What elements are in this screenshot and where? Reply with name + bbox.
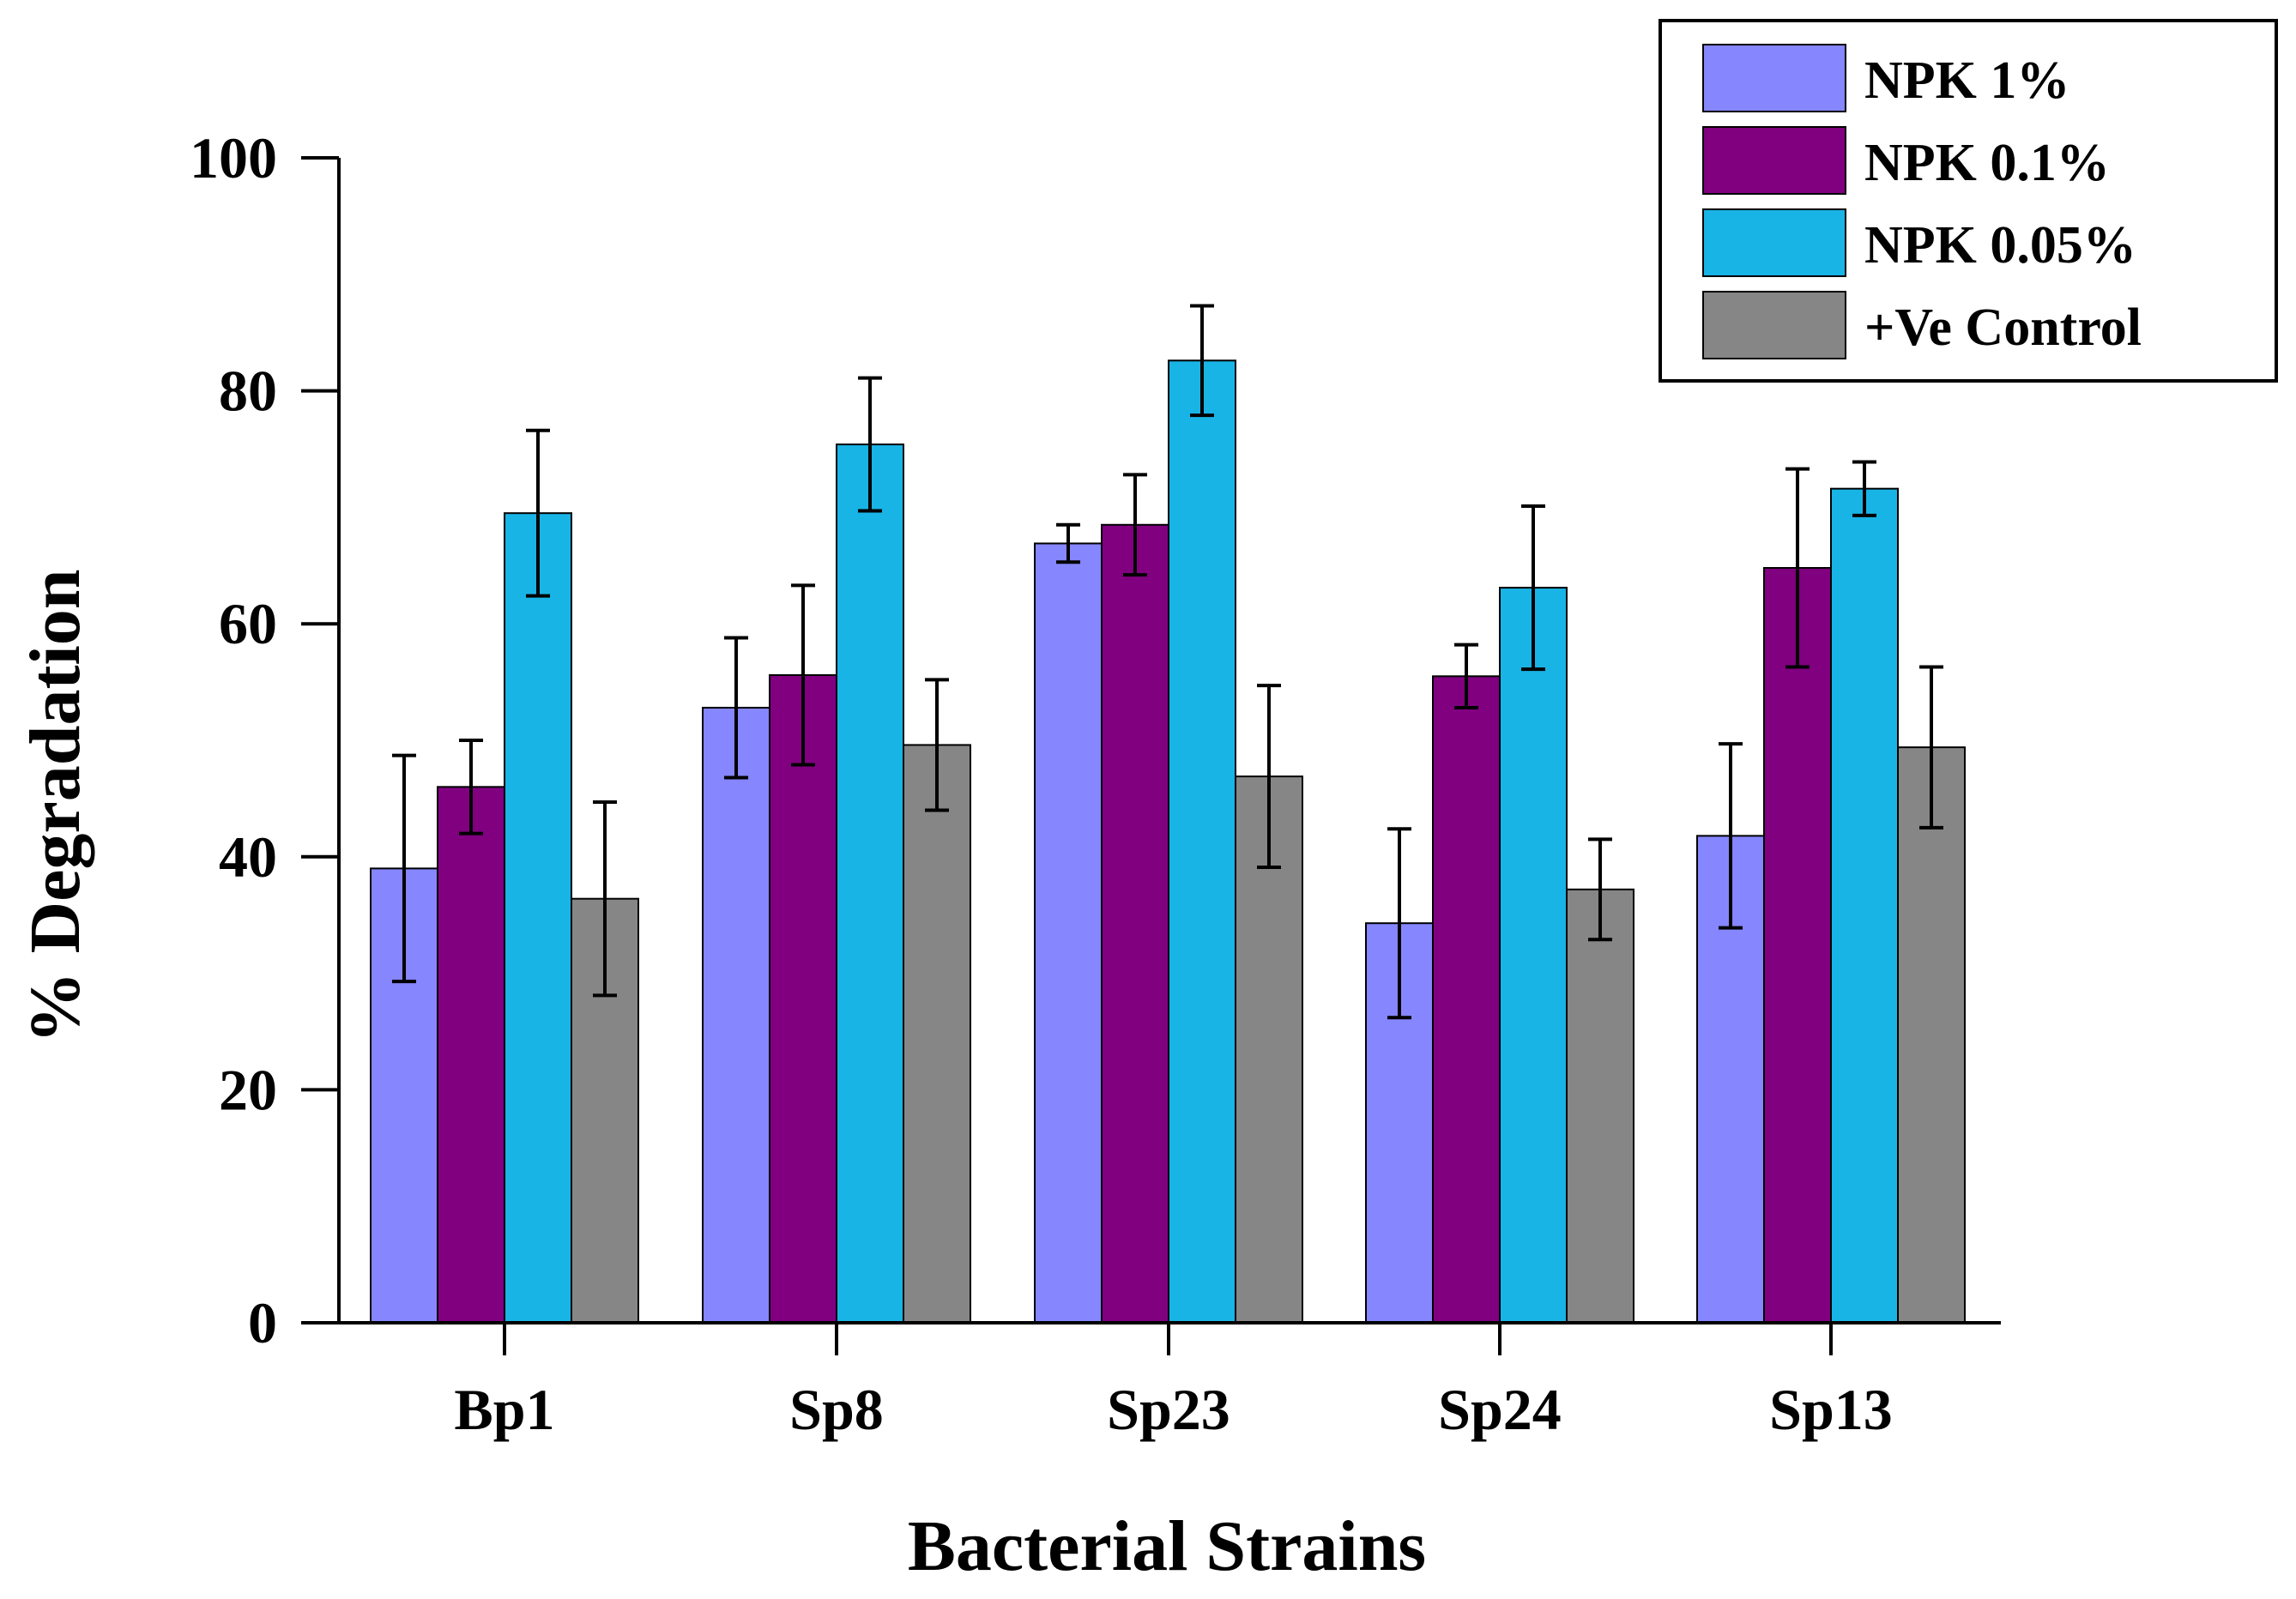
bar-sp8-series-3	[836, 443, 904, 1324]
error-bar-sp23-series-4	[1257, 684, 1281, 870]
y-tick-label-80: 80	[219, 359, 277, 424]
y-axis-title: % Degradation	[15, 570, 95, 1044]
bar-sp8-series-2	[769, 673, 837, 1324]
category-label-sp24: Sp24	[1438, 1377, 1562, 1442]
bar-sp23-series-3	[1168, 359, 1236, 1324]
error-bar-sp8-series-2	[791, 583, 815, 767]
error-bar-bp1-series-4	[593, 800, 617, 998]
category-label-sp8: Sp8	[789, 1377, 884, 1442]
y-tick-label-60: 60	[219, 591, 277, 656]
tick-labels-layer: 0 20 40 60 80 100 Bp1 Sp8 Sp23 Sp24 Sp13	[190, 125, 1893, 1442]
legend-swatch-series-4	[1702, 291, 1846, 359]
axes-layer	[301, 156, 2001, 1355]
bar-sp24-series-4	[1566, 888, 1634, 1324]
bar-sp13-series-4	[1897, 746, 1966, 1324]
category-label-bp1: Bp1	[454, 1377, 554, 1442]
error-bar-sp13-series-3	[1852, 460, 1876, 517]
legend-swatch-series-1	[1702, 44, 1846, 112]
error-bar-bp1-series-3	[526, 428, 550, 598]
bar-bp1-series-2	[437, 786, 505, 1324]
error-bar-sp13-series-4	[1919, 665, 1943, 830]
error-bar-sp23-series-3	[1190, 304, 1214, 418]
legend: NPK 1% NPK 0.1% NPK 0.05% +Ve Control	[1659, 19, 2278, 383]
x-axis-title: Bacterial Strains	[908, 1506, 1426, 1586]
legend-swatch-series-2	[1702, 126, 1846, 195]
error-bar-sp24-series-4	[1588, 837, 1612, 942]
y-tick-label-20: 20	[219, 1057, 277, 1122]
legend-label-series-4: +Ve Control	[1864, 299, 2142, 357]
y-tick-label-0: 0	[248, 1290, 277, 1355]
bar-sp23-series-1	[1034, 542, 1103, 1324]
error-bars-layer	[392, 304, 1943, 1020]
bar-sp23-series-2	[1101, 523, 1169, 1324]
legend-label-series-2: NPK 0.1%	[1864, 134, 2110, 192]
error-bar-sp23-series-1	[1056, 522, 1080, 564]
legend-label-series-3: NPK 0.05%	[1864, 216, 2136, 275]
category-label-sp23: Sp23	[1107, 1377, 1230, 1442]
y-tick-label-40: 40	[219, 824, 277, 890]
error-bar-sp8-series-3	[858, 376, 882, 513]
bar-sp8-series-1	[702, 706, 770, 1324]
bar-sp24-series-3	[1499, 587, 1568, 1324]
bar-sp24-series-2	[1432, 675, 1501, 1324]
legend-swatch-series-3	[1702, 208, 1846, 277]
bar-bp1-series-3	[504, 512, 572, 1324]
error-bar-sp13-series-2	[1785, 467, 1810, 669]
error-bar-sp24-series-3	[1521, 504, 1545, 672]
error-bar-sp24-series-2	[1454, 643, 1478, 709]
error-bar-bp1-series-2	[459, 739, 483, 836]
error-bar-sp24-series-1	[1387, 827, 1411, 1020]
bar-sp13-series-2	[1763, 567, 1832, 1324]
bar-sp8-series-4	[903, 744, 971, 1324]
error-bar-sp13-series-1	[1719, 742, 1743, 930]
error-bar-sp23-series-2	[1123, 473, 1147, 577]
error-bar-sp8-series-1	[724, 636, 748, 780]
legend-label-series-1: NPK 1%	[1864, 51, 2069, 110]
error-bar-bp1-series-1	[392, 753, 416, 984]
bars-layer	[370, 359, 1966, 1324]
category-label-sp13: Sp13	[1769, 1377, 1893, 1442]
error-bar-sp8-series-4	[925, 678, 949, 812]
y-tick-label-100: 100	[190, 125, 277, 190]
bar-sp13-series-3	[1830, 487, 1899, 1324]
